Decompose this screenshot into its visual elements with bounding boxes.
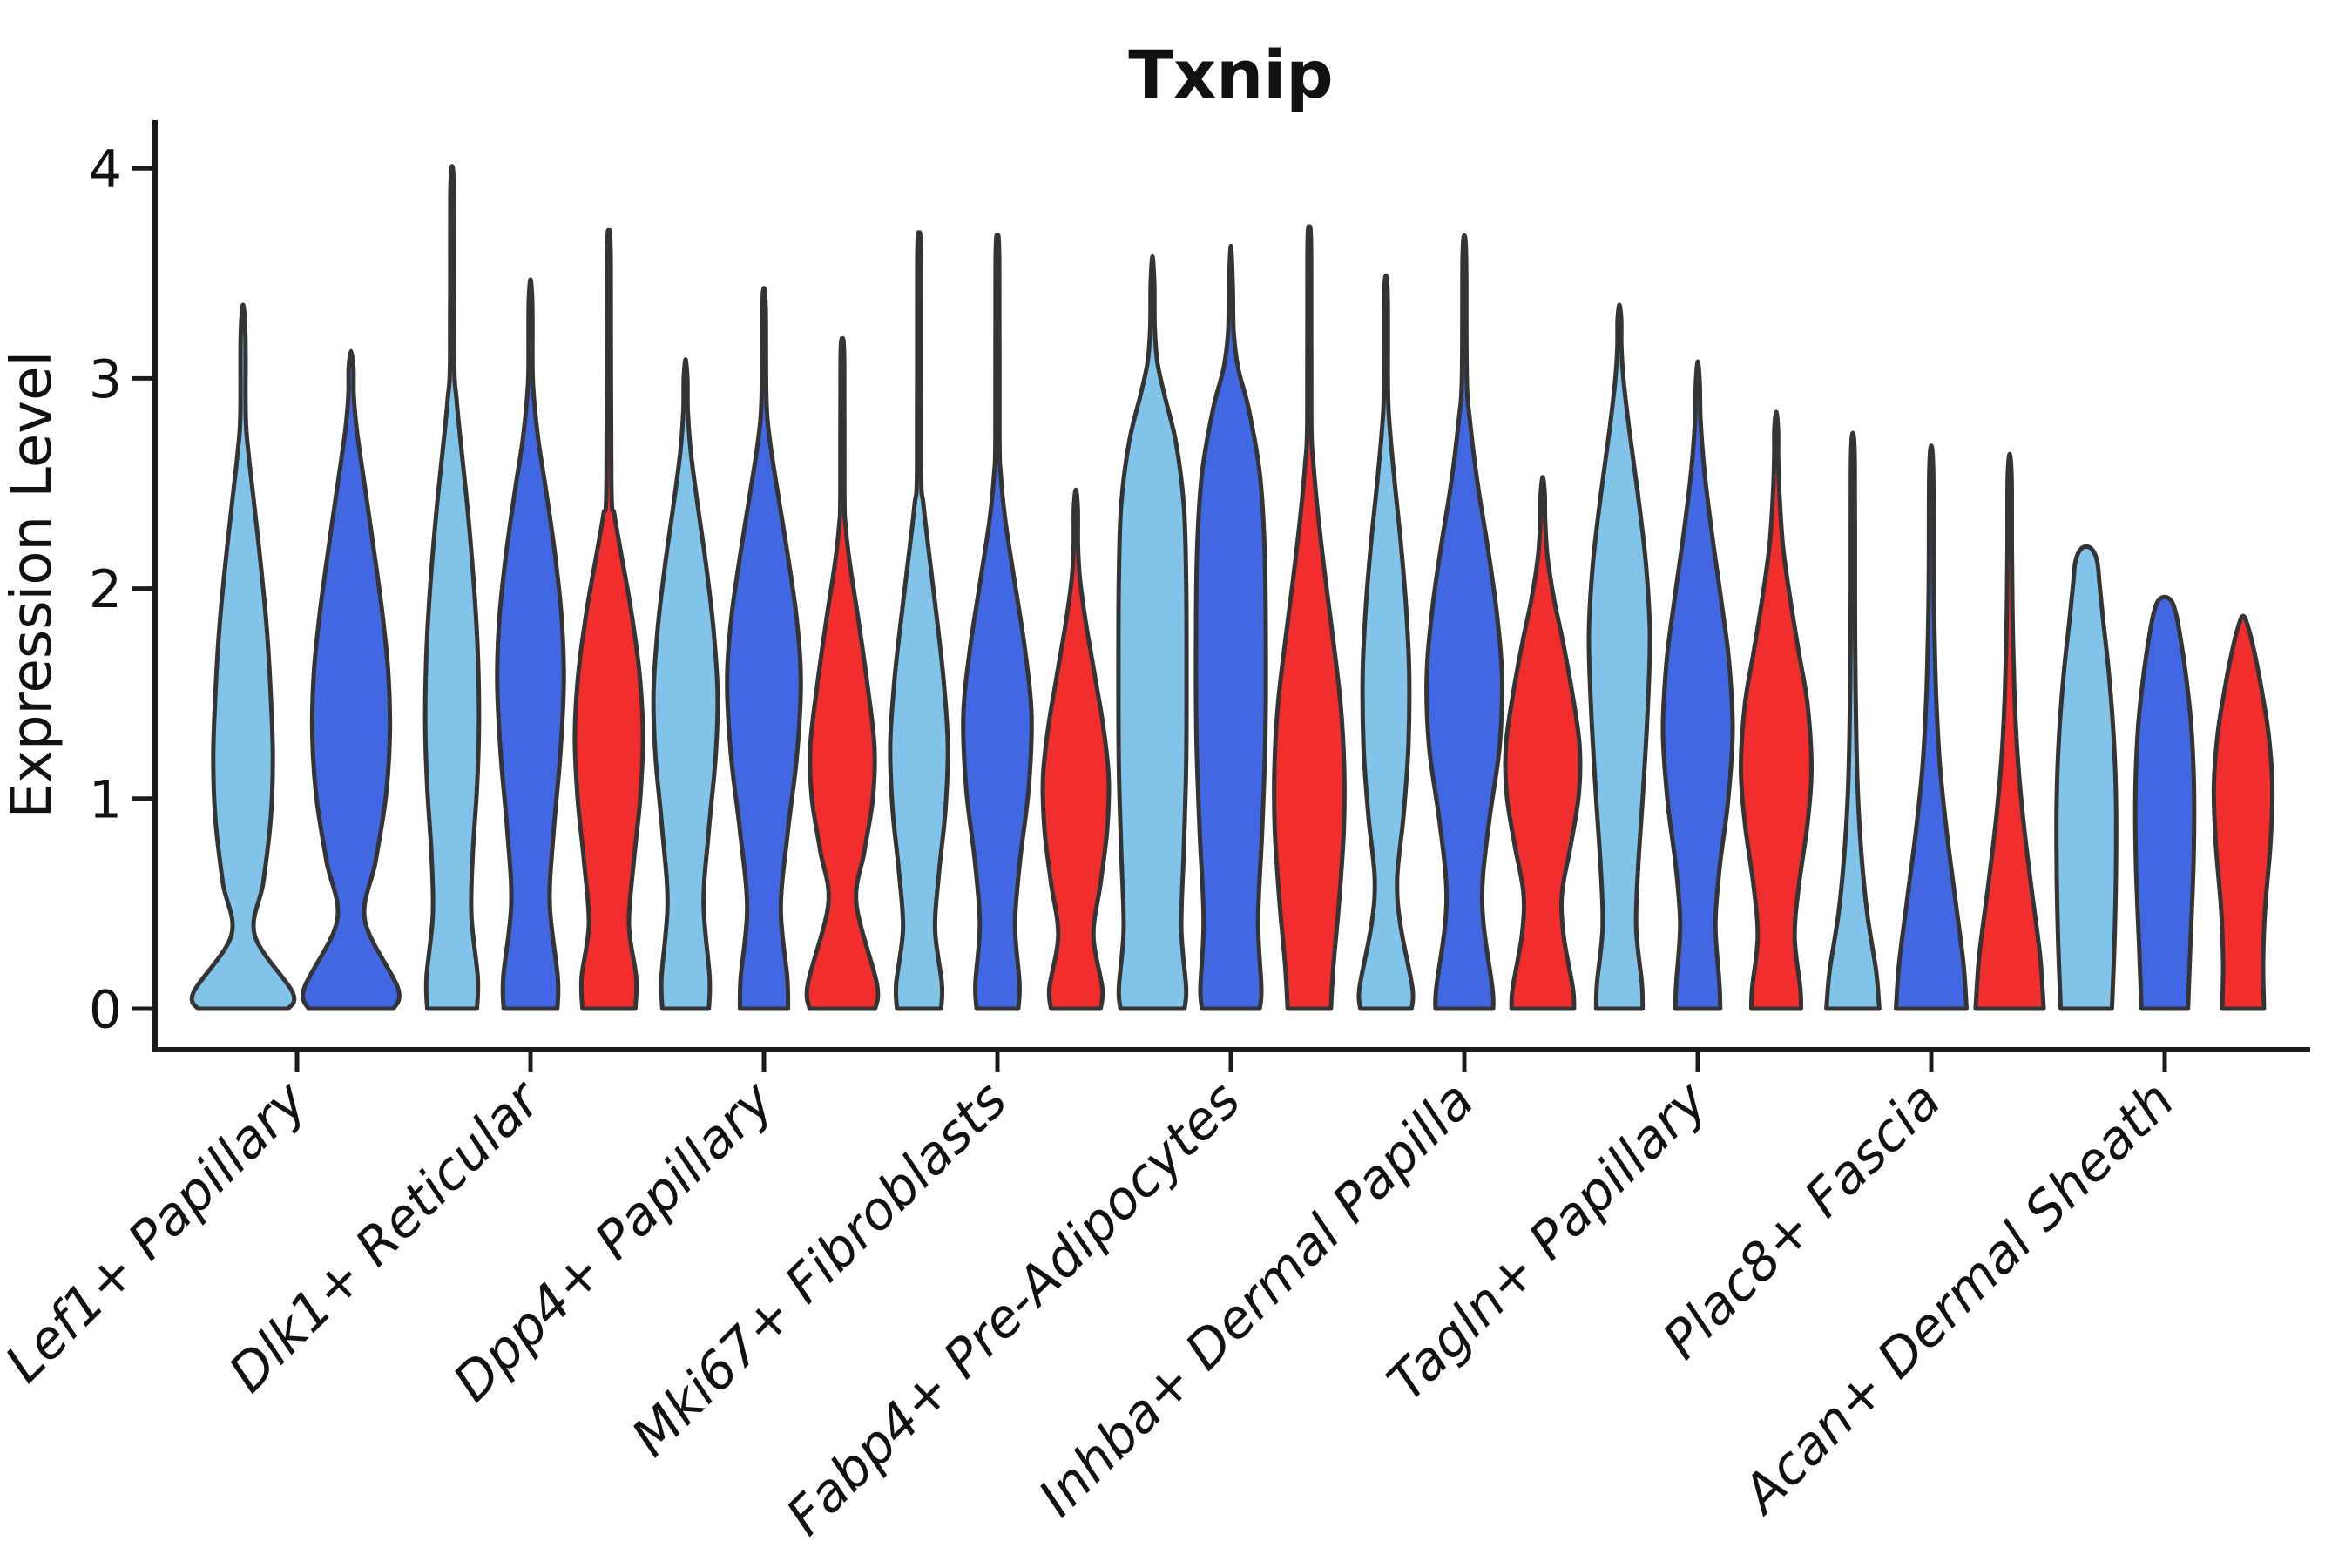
violin-2-royalblue <box>495 277 566 1011</box>
axes-layer <box>132 120 2310 1072</box>
violin-8-royalblue <box>1894 443 1969 1011</box>
y-tick-label: 0 <box>89 980 122 1041</box>
violin-7-skyblue <box>1586 302 1652 1011</box>
chart-title: Txnip <box>1128 36 1333 113</box>
violin-9-red <box>2211 613 2275 1011</box>
violin-6-royalblue <box>1424 233 1504 1011</box>
violin-7-royalblue <box>1660 359 1735 1011</box>
violin-8-red <box>1973 451 2046 1011</box>
violin-2-red <box>572 227 645 1011</box>
y-tick-label: 4 <box>89 139 122 200</box>
violin-4-skyblue <box>888 230 950 1011</box>
y-axis-label: Expression Level <box>0 351 64 819</box>
x-tick-label: Acan+ Dermal Sheath <box>1729 1070 2186 1527</box>
violins-layer <box>189 164 2275 1011</box>
violin-9-skyblue <box>2054 544 2119 1011</box>
y-tick-label: 1 <box>89 769 122 830</box>
x-tick-label: Inhba+ Dermal Papilla <box>1027 1070 1485 1528</box>
violin-1-skyblue <box>189 302 297 1011</box>
violin-7-red <box>1739 409 1814 1011</box>
violin-3-red <box>804 336 881 1011</box>
violin-6-red <box>1503 475 1583 1011</box>
violin-3-skyblue <box>651 357 720 1011</box>
y-tick-label: 2 <box>89 559 122 620</box>
x-tick-label: Mki67+ Fibroblasts <box>620 1070 1019 1469</box>
x-tick-label: Fabp4+ Pre-Adipocytes <box>774 1070 1252 1547</box>
y-tick-label: 3 <box>89 349 122 410</box>
violin-9-royalblue <box>2132 594 2197 1011</box>
violin-2-skyblue <box>422 164 482 1011</box>
violin-5-skyblue <box>1116 254 1189 1011</box>
violin-4-red <box>1040 487 1112 1011</box>
violin-4-royalblue <box>961 233 1034 1011</box>
violin-1-royalblue <box>301 348 402 1011</box>
violin-6-skyblue <box>1356 273 1416 1011</box>
violin-5-red <box>1272 224 1347 1011</box>
violin-3-royalblue <box>725 286 803 1011</box>
violin-5-royalblue <box>1193 243 1268 1011</box>
violin-8-skyblue <box>1824 430 1882 1011</box>
